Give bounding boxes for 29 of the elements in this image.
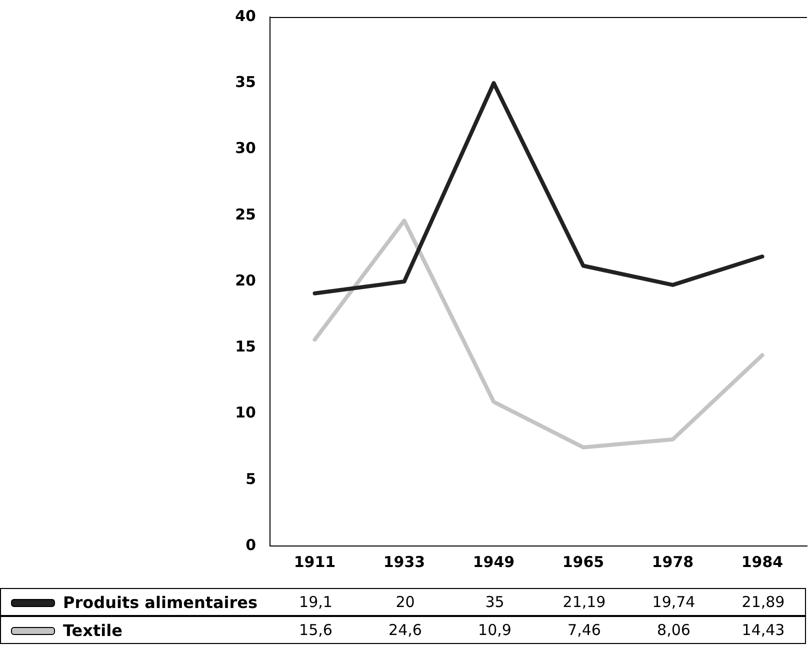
y-tick-label: 15 (235, 338, 256, 356)
data-label: 21,19 (562, 593, 606, 611)
x-tick-label: 1911 (294, 552, 336, 571)
data-label: 14,43 (742, 621, 785, 639)
x-tick-label: 1965 (562, 552, 604, 571)
data-label: 35 (485, 593, 504, 611)
y-tick-label: 40 (235, 6, 256, 25)
y-tick-label: 5 (246, 470, 256, 488)
data-label: 7,46 (568, 621, 601, 639)
y-tick-label: 25 (235, 205, 256, 224)
data-label: 21,89 (742, 593, 785, 611)
x-tick-label: 1933 (383, 552, 426, 571)
data-label: 10,9 (478, 621, 512, 639)
y-tick-label: 35 (235, 73, 256, 92)
data-label: 8,06 (657, 621, 690, 639)
y-tick-label: 30 (235, 139, 256, 158)
y-tick-label: 10 (235, 404, 256, 422)
legend-label: Textile (63, 621, 122, 640)
y-tick-label: 20 (235, 271, 256, 290)
data-label: 19,74 (652, 593, 696, 611)
data-label: 15,6 (299, 621, 332, 639)
legend-label: Produits alimentaires (63, 593, 258, 612)
data-label: 19,1 (299, 593, 332, 611)
x-tick-label: 1984 (741, 552, 784, 571)
x-tick-label: 1978 (652, 552, 694, 571)
x-tick-label: 1949 (472, 552, 515, 571)
data-label: 20 (396, 593, 415, 611)
data-label: 24,6 (388, 621, 422, 639)
y-tick-label: 0 (246, 536, 256, 554)
